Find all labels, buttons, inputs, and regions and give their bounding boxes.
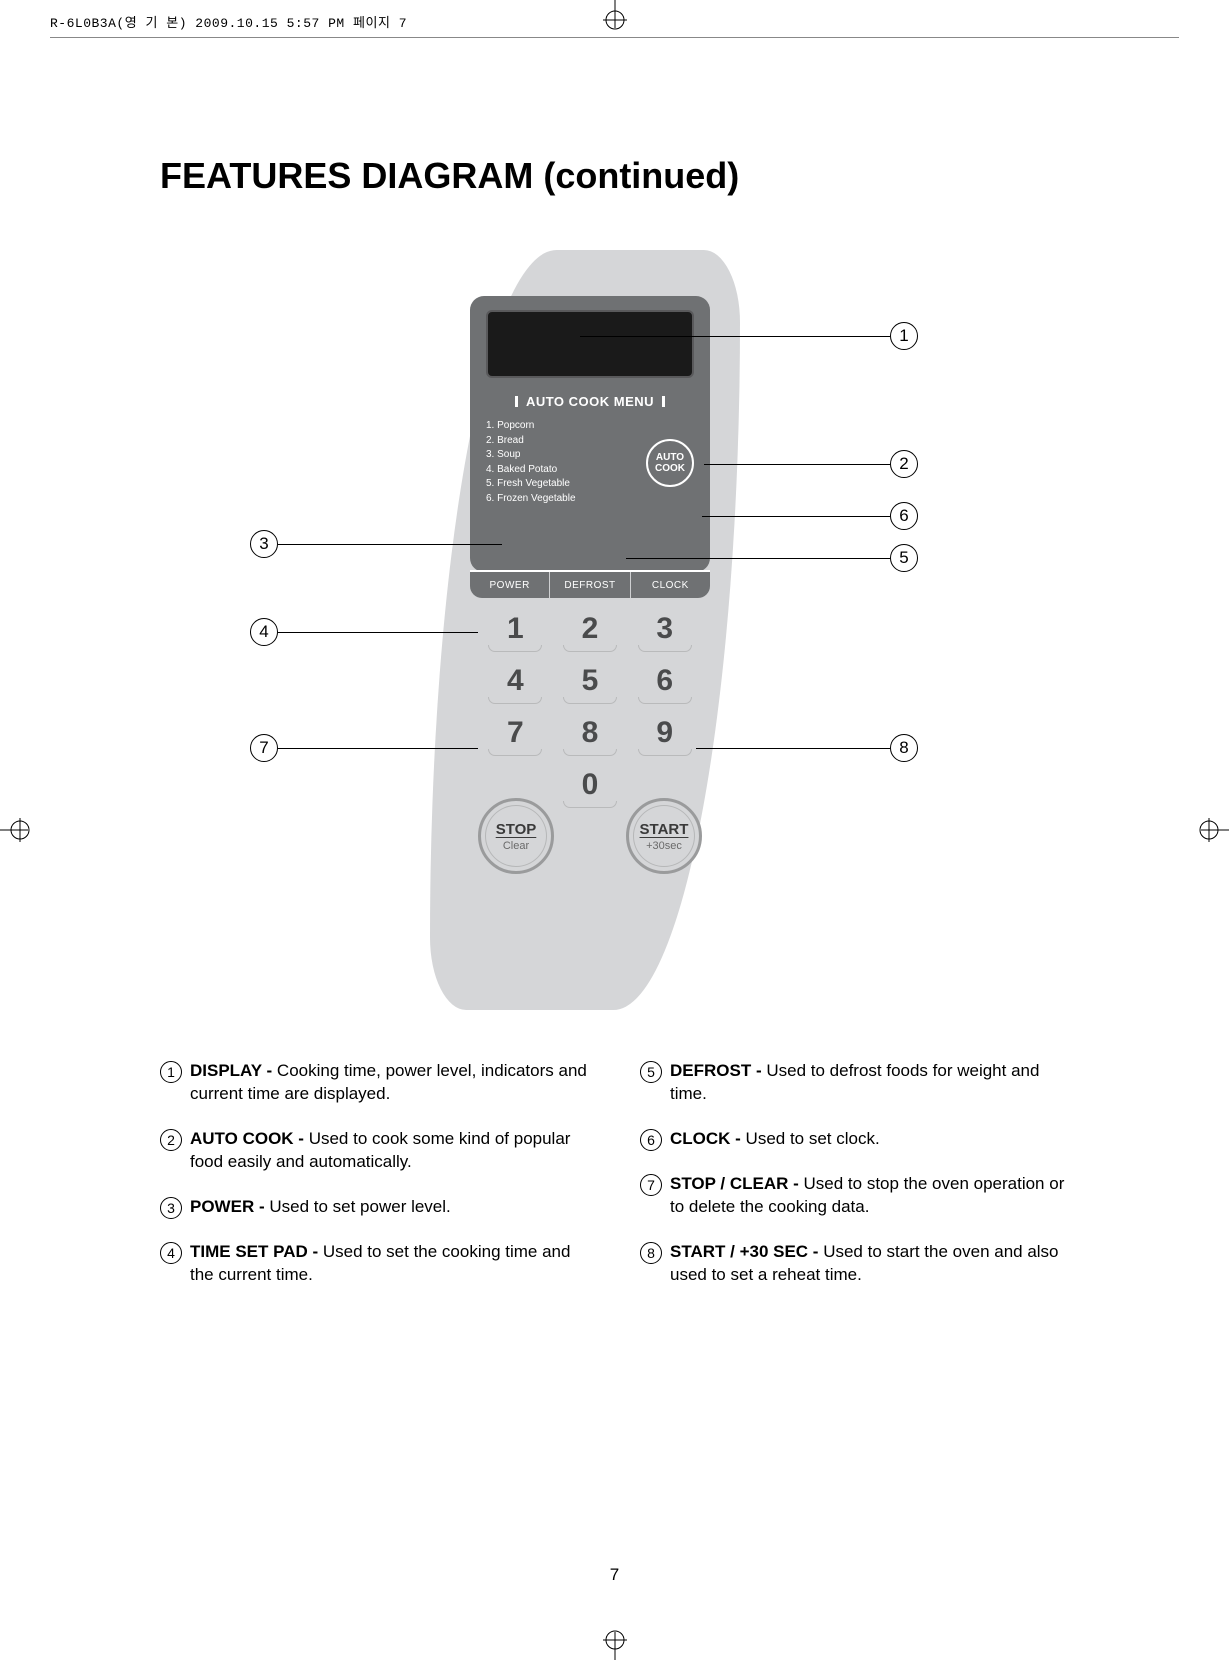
desc-label: STOP / CLEAR - [670, 1174, 804, 1193]
descriptions: 1 DISPLAY - Cooking time, power level, i… [160, 1060, 1070, 1309]
callout-5: 5 [890, 544, 918, 572]
key-8[interactable]: 8 [553, 710, 628, 756]
desc-item: 2 AUTO COOK - Used to cook some kind of … [160, 1128, 590, 1174]
key-3[interactable]: 3 [627, 606, 702, 652]
start-30sec-button[interactable]: START +30sec [626, 798, 702, 874]
desc-label: DEFROST - [670, 1061, 766, 1080]
callout-3: 3 [250, 530, 278, 558]
auto-cook-label: AUTO [656, 452, 684, 463]
key-4[interactable]: 4 [478, 658, 553, 704]
desc-item: 5 DEFROST - Used to defrost foods for we… [640, 1060, 1070, 1106]
desc-item: 7 STOP / CLEAR - Used to stop the oven o… [640, 1173, 1070, 1219]
callout-4: 4 [250, 618, 278, 646]
clear-label: Clear [503, 840, 529, 852]
crop-mark-left-icon [0, 810, 36, 850]
desc-label: TIME SET PAD - [190, 1242, 323, 1261]
desc-number: 5 [640, 1061, 662, 1083]
desc-label: DISPLAY - [190, 1061, 277, 1080]
callout-1: 1 [890, 322, 918, 350]
key-2[interactable]: 2 [553, 606, 628, 652]
power-button[interactable]: POWER [470, 572, 549, 598]
clock-button[interactable]: CLOCK [630, 572, 710, 598]
menu-item: 1. Popcorn [486, 419, 576, 434]
function-row: POWER DEFROST CLOCK [470, 570, 710, 598]
callout-2: 2 [890, 450, 918, 478]
desc-text: Used to set power level. [269, 1197, 450, 1216]
lead-line [278, 544, 502, 545]
menu-item: 2. Bread [486, 434, 576, 449]
desc-number: 4 [160, 1242, 182, 1264]
control-panel: AUTO COOK MENU 1. Popcorn 2. Bread 3. So… [430, 250, 740, 1010]
desc-text: Used to set clock. [746, 1129, 880, 1148]
desc-number: 2 [160, 1129, 182, 1151]
features-diagram: AUTO COOK MENU 1. Popcorn 2. Bread 3. So… [160, 240, 960, 1040]
key-1[interactable]: 1 [478, 606, 553, 652]
menu-item: 4. Baked Potato [486, 463, 576, 478]
auto-cook-button[interactable]: AUTO COOK [646, 439, 694, 487]
desc-number: 1 [160, 1061, 182, 1083]
start-label: START [640, 821, 689, 838]
lead-line [704, 464, 890, 465]
callout-6: 6 [890, 502, 918, 530]
lead-line [702, 516, 890, 517]
auto-cook-menu-list: 1. Popcorn 2. Bread 3. Soup 4. Baked Pot… [486, 419, 576, 506]
menu-item: 3. Soup [486, 448, 576, 463]
desc-number: 3 [160, 1197, 182, 1219]
page-number: 7 [610, 1565, 619, 1585]
crop-mark-bottom-icon [595, 1624, 635, 1660]
lead-line [278, 748, 478, 749]
key-6[interactable]: 6 [627, 658, 702, 704]
desc-item: 3 POWER - Used to set power level. [160, 1196, 590, 1219]
upper-panel: AUTO COOK MENU 1. Popcorn 2. Bread 3. So… [470, 296, 710, 572]
keypad: 1 2 3 4 5 6 7 8 9 0 [478, 606, 702, 808]
menu-item: 6. Frozen Vegetable [486, 492, 576, 507]
desc-number: 8 [640, 1242, 662, 1264]
desc-item: 4 TIME SET PAD - Used to set the cooking… [160, 1241, 590, 1287]
menu-item: 5. Fresh Vegetable [486, 477, 576, 492]
desc-label: POWER - [190, 1197, 269, 1216]
auto-cook-label: COOK [655, 463, 685, 474]
lead-line [626, 558, 890, 559]
key-5[interactable]: 5 [553, 658, 628, 704]
key-9[interactable]: 9 [627, 710, 702, 756]
page-title: FEATURES DIAGRAM (continued) [160, 155, 739, 197]
desc-label: AUTO COOK - [190, 1129, 309, 1148]
crop-mark-right-icon [1193, 810, 1229, 850]
lead-line [696, 748, 890, 749]
desc-item: 8 START / +30 SEC - Used to start the ov… [640, 1241, 1070, 1287]
key-7[interactable]: 7 [478, 710, 553, 756]
auto-cook-menu-title: AUTO COOK MENU [482, 394, 698, 409]
stop-clear-button[interactable]: STOP Clear [478, 798, 554, 874]
desc-label: CLOCK - [670, 1129, 746, 1148]
lead-line [278, 632, 478, 633]
desc-number: 6 [640, 1129, 662, 1151]
desc-item: 6 CLOCK - Used to set clock. [640, 1128, 1070, 1151]
stop-label: STOP [496, 821, 537, 838]
callout-8: 8 [890, 734, 918, 762]
desc-label: START / +30 SEC - [670, 1242, 823, 1261]
plus30-label: +30sec [646, 840, 682, 852]
lead-line [580, 336, 890, 337]
header-stamp: R-6L0B3A(영 기 본) 2009.10.15 5:57 PM 페이지 7 [50, 12, 1179, 38]
desc-item: 1 DISPLAY - Cooking time, power level, i… [160, 1060, 590, 1106]
callout-7: 7 [250, 734, 278, 762]
defrost-button[interactable]: DEFROST [549, 572, 629, 598]
desc-number: 7 [640, 1174, 662, 1196]
display-screen [486, 310, 694, 378]
